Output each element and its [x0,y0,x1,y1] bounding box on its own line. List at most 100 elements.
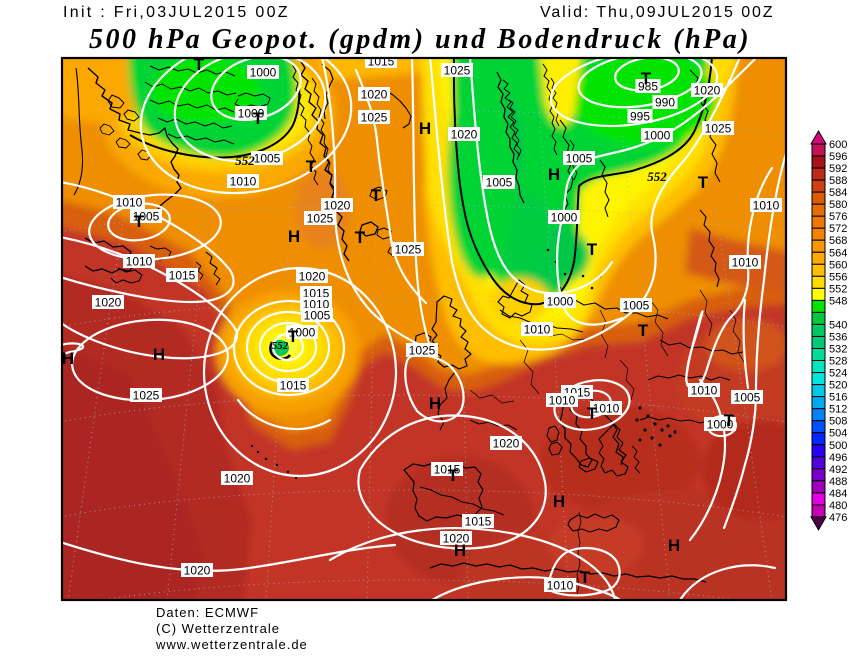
svg-text:484: 484 [829,488,847,500]
svg-text:488: 488 [829,476,847,488]
svg-text:T: T [134,212,145,231]
svg-text:600: 600 [829,139,847,151]
svg-text:T: T [355,228,366,247]
svg-text:1020: 1020 [493,437,520,451]
svg-text:1020: 1020 [324,199,351,213]
svg-text:H: H [548,165,560,184]
svg-text:480: 480 [829,500,847,512]
svg-text:1010: 1010 [691,384,718,398]
svg-text:1010: 1010 [547,579,574,593]
svg-text:520: 520 [829,380,847,392]
svg-text:584: 584 [829,187,847,199]
svg-text:1010: 1010 [230,175,257,189]
svg-text:528: 528 [829,356,847,368]
svg-text:1005: 1005 [734,391,761,405]
svg-text:1020: 1020 [443,532,470,546]
svg-text:1010: 1010 [593,402,620,416]
svg-text:516: 516 [829,392,847,404]
svg-text:560: 560 [829,259,847,271]
svg-text:1005: 1005 [566,152,593,166]
svg-text:552: 552 [272,340,289,352]
svg-text:1015: 1015 [434,463,461,477]
svg-text:H: H [153,345,165,364]
svg-text:1020: 1020 [694,84,721,98]
svg-text:500: 500 [829,440,847,452]
svg-text:580: 580 [829,199,847,211]
svg-text:H: H [553,492,565,511]
svg-text:1000: 1000 [644,129,671,143]
svg-text:524: 524 [829,368,847,380]
svg-text:T: T [587,404,598,423]
svg-text:1015: 1015 [169,269,196,283]
svg-text:H: H [62,349,74,368]
svg-text:T: T [194,55,205,74]
svg-text:1000: 1000 [707,418,734,432]
svg-text:576: 576 [829,211,847,223]
svg-text:1010: 1010 [549,394,576,408]
svg-text:592: 592 [829,163,847,175]
svg-text:985: 985 [638,80,658,94]
svg-text:1025: 1025 [307,212,334,226]
svg-text:540: 540 [829,319,847,331]
svg-text:492: 492 [829,464,847,476]
svg-text:556: 556 [829,271,847,283]
svg-text:T: T [448,466,459,485]
svg-text:1000: 1000 [250,66,277,80]
svg-text:1010: 1010 [126,255,153,269]
svg-text:564: 564 [829,247,847,259]
svg-text:552: 552 [647,169,667,184]
svg-text:1000: 1000 [238,107,265,121]
svg-text:T: T [698,173,709,192]
svg-text:572: 572 [829,223,847,235]
svg-text:1005: 1005 [486,176,513,190]
svg-text:T: T [306,157,317,176]
svg-text:552: 552 [235,153,255,168]
svg-text:H: H [419,119,431,138]
svg-text:1020: 1020 [184,564,211,578]
svg-text:T: T [638,321,649,340]
svg-text:1025: 1025 [409,344,436,358]
svg-text:1015: 1015 [280,379,307,393]
svg-text:588: 588 [829,175,847,187]
svg-text:H: H [668,536,680,555]
svg-text:1005: 1005 [623,299,650,313]
svg-text:1025: 1025 [395,243,422,257]
svg-text:T: T [580,568,591,587]
svg-text:496: 496 [829,452,847,464]
svg-text:1025: 1025 [705,122,732,136]
svg-text:1010: 1010 [753,199,780,213]
svg-text:1005: 1005 [133,210,160,224]
svg-text:476: 476 [829,512,847,524]
svg-text:T: T [587,240,598,259]
svg-text:1025: 1025 [133,389,160,403]
svg-text:504: 504 [829,428,847,440]
svg-text:1020: 1020 [95,296,122,310]
svg-text:512: 512 [829,404,847,416]
svg-text:990: 990 [655,96,675,110]
svg-text:532: 532 [829,344,847,356]
svg-text:1010: 1010 [524,323,551,337]
svg-text:1020: 1020 [361,88,388,102]
svg-text:1000: 1000 [551,211,578,225]
svg-text:568: 568 [829,235,847,247]
svg-text:1015: 1015 [368,55,395,69]
svg-text:1010: 1010 [732,256,759,270]
svg-text:1015: 1015 [465,515,492,529]
svg-text:1020: 1020 [299,270,326,284]
svg-text:1025: 1025 [361,111,388,125]
svg-text:1020: 1020 [224,472,251,486]
svg-text:1005: 1005 [254,152,281,166]
svg-text:1005: 1005 [304,309,331,323]
svg-text:596: 596 [829,151,847,163]
svg-text:1000: 1000 [289,326,316,340]
svg-text:H: H [288,227,300,246]
svg-text:1025: 1025 [444,64,471,78]
svg-text:548: 548 [829,295,847,307]
svg-text:536: 536 [829,332,847,344]
svg-text:995: 995 [630,110,650,124]
svg-text:552: 552 [829,283,847,295]
svg-text:H: H [454,541,466,560]
svg-text:T: T [641,69,652,88]
svg-text:H: H [429,394,441,413]
svg-text:1020: 1020 [451,128,478,142]
